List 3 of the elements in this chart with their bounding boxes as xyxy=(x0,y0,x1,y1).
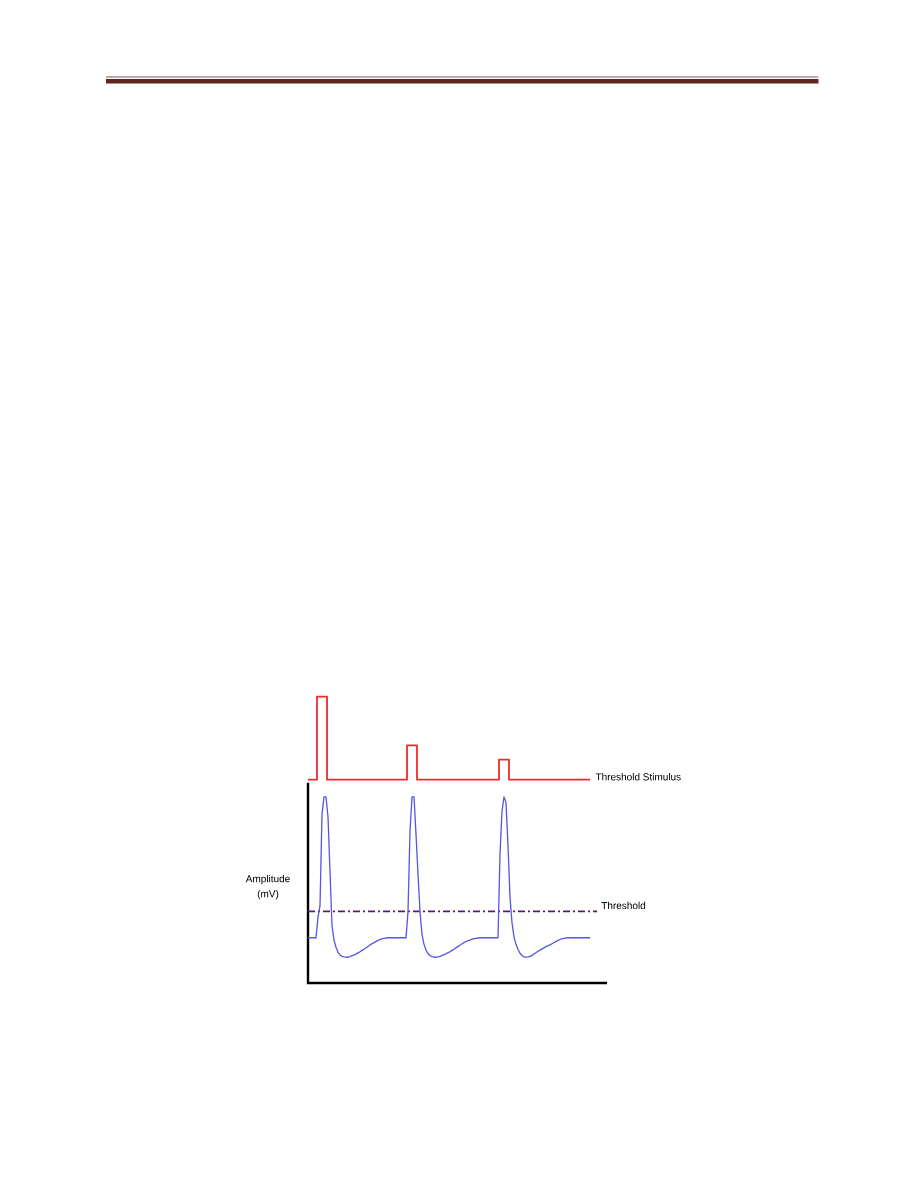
series-label: Threshold Stimulus xyxy=(595,773,681,781)
ref-line-label: Threshold xyxy=(601,901,646,910)
y-axis-title: Amplitude (mV) xyxy=(245,874,290,900)
